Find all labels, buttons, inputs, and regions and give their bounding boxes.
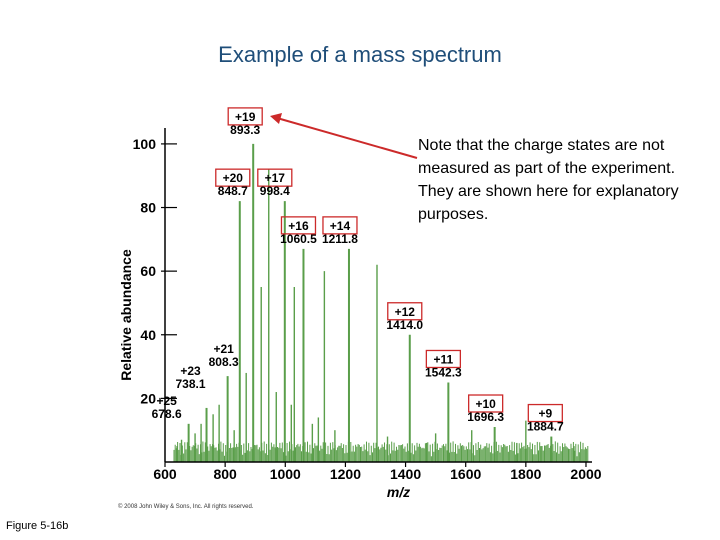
mz-value-label: 1414.0 [386, 318, 423, 332]
x-tick-label: 1400 [390, 466, 421, 482]
mz-value-label: 808.3 [209, 355, 239, 369]
charge-state-label: +17 [265, 171, 286, 185]
slide-title: Example of a mass spectrum [218, 42, 502, 67]
y-tick-label: 40 [140, 327, 156, 343]
figure-label: Figure 5-16b [6, 520, 69, 532]
charge-state-label: +16 [288, 219, 309, 233]
charge-box [257, 168, 293, 187]
mz-value-label: 998.4 [260, 184, 290, 198]
x-tick-label: 2000 [570, 466, 601, 482]
mz-value-label: 1884.7 [527, 420, 564, 434]
minor-peaks [173, 169, 589, 462]
charge-box [425, 349, 462, 369]
mz-value-label: 738.1 [176, 377, 206, 391]
charge-state-label: +14 [330, 219, 351, 233]
charge-state-label: +21 [213, 342, 234, 356]
x-axis-label: m/z [387, 484, 410, 500]
x-tick-label: 600 [153, 466, 177, 482]
mz-value-label: 1542.3 [425, 365, 462, 379]
charge-state-label: +23 [180, 364, 201, 378]
y-axis-label: Relative abundance [118, 249, 134, 381]
mz-value-label: 1211.8 [322, 232, 358, 246]
x-tick-label: 1200 [330, 466, 361, 482]
y-tick-label: 80 [140, 200, 156, 216]
charge-state-label: +20 [223, 171, 244, 185]
x-tick-label: 1800 [510, 466, 541, 482]
x-tick-label: 800 [213, 466, 237, 482]
charge-state-label: +10 [475, 397, 496, 411]
explanatory-note: Note that the charge states are not meas… [418, 137, 679, 223]
y-tick-label: 100 [133, 136, 157, 152]
callout-arrowhead [270, 113, 282, 124]
x-tick-label: 1600 [450, 466, 481, 482]
charge-box [215, 168, 251, 187]
mz-value-label: 1060.5 [280, 232, 317, 246]
x-tick-label: 1000 [270, 466, 301, 482]
charge-state-label: +12 [395, 305, 416, 319]
charge-state-label: +19 [235, 110, 256, 124]
charge-state-label: +11 [434, 352, 454, 366]
mz-value-label: 848.7 [218, 184, 248, 198]
axes: 600 800 1000 1200 1400 1600 1800 2000 20 40 60 80 10… [118, 128, 602, 500]
major-peaks [187, 143, 553, 462]
charge-state-label: +9 [538, 407, 552, 421]
y-tick-label: 20 [140, 390, 156, 406]
charge-state-label: +25 [156, 394, 177, 408]
callout-arrow [276, 117, 418, 159]
charge-box [468, 394, 504, 413]
charge-box [527, 403, 563, 423]
charge-box [280, 216, 317, 235]
copyright-notice: © 2008 John Wiley & Sons, Inc. All right… [118, 504, 254, 510]
mz-value-label: 893.3 [230, 123, 260, 137]
charge-box [322, 216, 358, 235]
charge-box [387, 302, 423, 321]
y-tick-label: 60 [140, 263, 156, 279]
charge-box [227, 107, 263, 126]
mz-value-label: 1696.3 [467, 410, 504, 424]
mz-value-label: 678.6 [152, 407, 182, 421]
